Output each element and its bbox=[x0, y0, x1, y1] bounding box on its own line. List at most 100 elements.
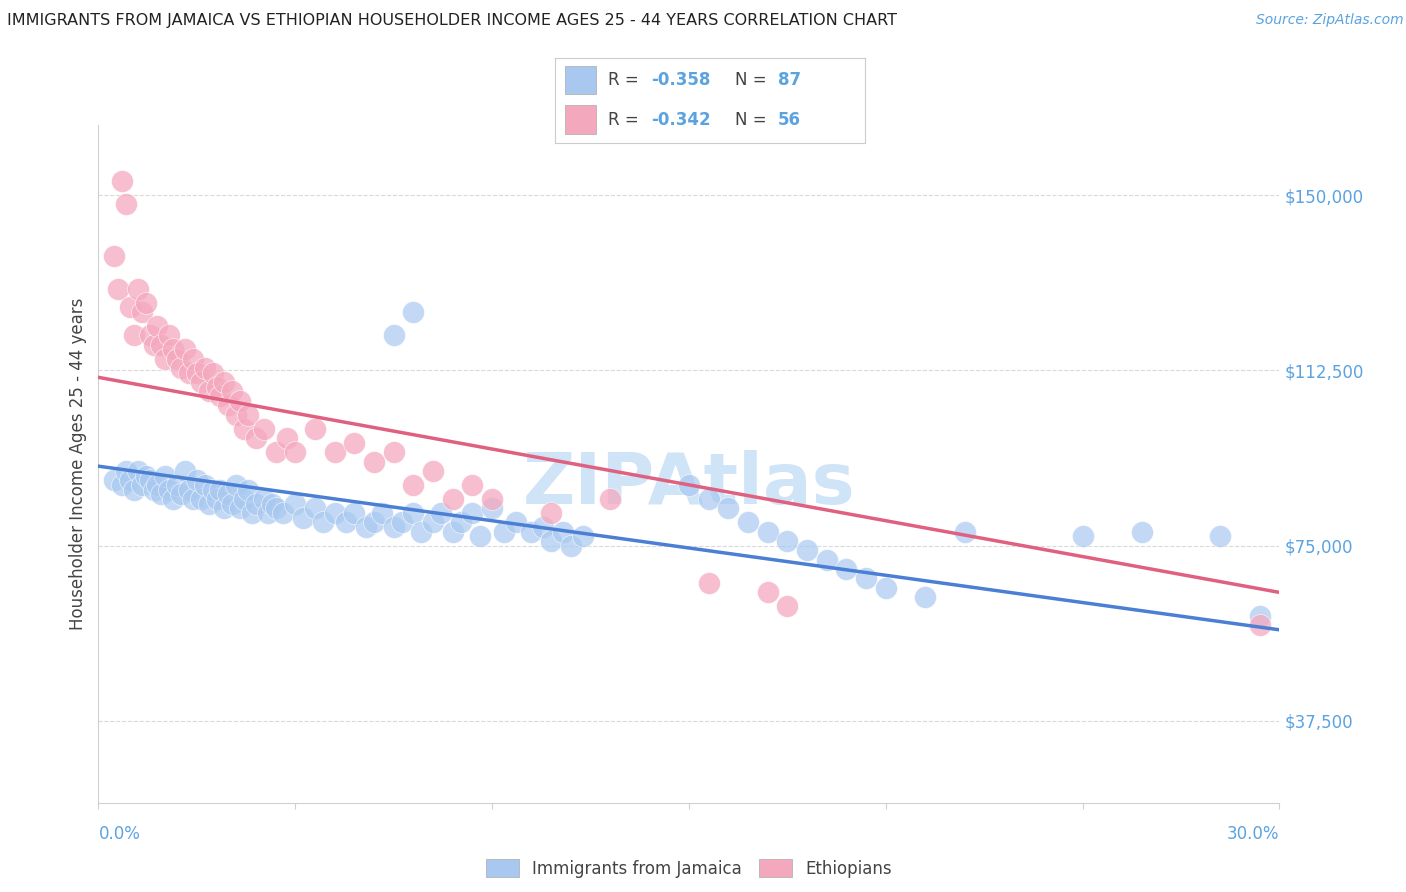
Point bbox=[162, 491, 184, 506]
Point bbox=[343, 435, 366, 450]
Point bbox=[177, 483, 200, 497]
Point bbox=[441, 491, 464, 506]
Point bbox=[422, 464, 444, 478]
Point bbox=[505, 516, 527, 530]
Point bbox=[197, 384, 219, 399]
Point bbox=[492, 524, 515, 539]
Point bbox=[256, 506, 278, 520]
Point bbox=[335, 516, 357, 530]
Point bbox=[127, 281, 149, 295]
Point bbox=[363, 516, 385, 530]
Point bbox=[181, 491, 204, 506]
Point bbox=[571, 529, 593, 543]
Point bbox=[115, 197, 138, 211]
Point bbox=[135, 468, 157, 483]
Point bbox=[181, 351, 204, 366]
Point bbox=[236, 408, 259, 422]
Point bbox=[186, 473, 208, 487]
Point bbox=[186, 366, 208, 380]
Point bbox=[343, 506, 366, 520]
Point bbox=[138, 328, 160, 343]
Point bbox=[599, 491, 621, 506]
Point bbox=[118, 300, 141, 314]
Point bbox=[135, 295, 157, 310]
Point bbox=[209, 389, 232, 403]
Point bbox=[402, 478, 425, 492]
Point bbox=[284, 497, 307, 511]
Point bbox=[131, 478, 153, 492]
Point bbox=[142, 483, 165, 497]
Point bbox=[430, 506, 453, 520]
Point bbox=[146, 318, 169, 333]
Point bbox=[103, 249, 125, 263]
Point bbox=[481, 491, 503, 506]
Point bbox=[411, 524, 433, 539]
Point bbox=[157, 328, 180, 343]
Point bbox=[441, 524, 464, 539]
Point bbox=[122, 328, 145, 343]
Point bbox=[103, 473, 125, 487]
Y-axis label: Householder Income Ages 25 - 44 years: Householder Income Ages 25 - 44 years bbox=[69, 298, 87, 630]
Point bbox=[776, 533, 799, 548]
Point bbox=[214, 501, 236, 516]
Point bbox=[177, 366, 200, 380]
Text: 87: 87 bbox=[778, 71, 801, 89]
Point bbox=[1249, 618, 1271, 632]
Point bbox=[481, 501, 503, 516]
Point bbox=[697, 576, 720, 591]
Point bbox=[1130, 524, 1153, 539]
Point bbox=[276, 431, 298, 445]
Text: 30.0%: 30.0% bbox=[1227, 825, 1279, 843]
Text: R =: R = bbox=[607, 111, 644, 128]
Point bbox=[551, 524, 574, 539]
Point bbox=[245, 497, 267, 511]
Point bbox=[1071, 529, 1094, 543]
Point bbox=[1249, 608, 1271, 623]
Point bbox=[166, 478, 188, 492]
Point bbox=[217, 398, 239, 412]
Text: -0.342: -0.342 bbox=[651, 111, 711, 128]
Text: Source: ZipAtlas.com: Source: ZipAtlas.com bbox=[1256, 13, 1403, 28]
Point bbox=[520, 524, 543, 539]
Point bbox=[292, 510, 315, 524]
Point bbox=[221, 384, 243, 399]
Point bbox=[312, 516, 335, 530]
Point bbox=[217, 487, 239, 501]
Bar bbox=[565, 105, 596, 134]
Point bbox=[194, 361, 217, 376]
Point bbox=[150, 337, 173, 351]
Point bbox=[354, 520, 377, 534]
Point bbox=[264, 445, 287, 459]
Point bbox=[382, 328, 405, 343]
Point bbox=[194, 478, 217, 492]
Point bbox=[155, 351, 177, 366]
Point bbox=[233, 422, 256, 436]
Point bbox=[253, 422, 276, 436]
Point bbox=[273, 506, 295, 520]
Point bbox=[391, 516, 413, 530]
Point bbox=[756, 585, 779, 599]
Point bbox=[138, 473, 160, 487]
Legend: Immigrants from Jamaica, Ethiopians: Immigrants from Jamaica, Ethiopians bbox=[478, 851, 900, 886]
Point bbox=[470, 529, 492, 543]
Point bbox=[190, 375, 212, 389]
Point bbox=[209, 483, 232, 497]
Point bbox=[225, 478, 247, 492]
Point bbox=[201, 366, 224, 380]
Point bbox=[371, 506, 394, 520]
Point bbox=[157, 483, 180, 497]
Point bbox=[737, 516, 759, 530]
Text: N =: N = bbox=[735, 111, 772, 128]
Point bbox=[260, 497, 283, 511]
Text: 56: 56 bbox=[778, 111, 801, 128]
Point bbox=[875, 581, 897, 595]
Text: R =: R = bbox=[607, 71, 644, 89]
Point bbox=[363, 454, 385, 468]
Point bbox=[162, 343, 184, 357]
Point bbox=[240, 506, 263, 520]
Point bbox=[131, 305, 153, 319]
Point bbox=[953, 524, 976, 539]
Point bbox=[107, 281, 129, 295]
Point bbox=[382, 520, 405, 534]
Point bbox=[461, 506, 484, 520]
